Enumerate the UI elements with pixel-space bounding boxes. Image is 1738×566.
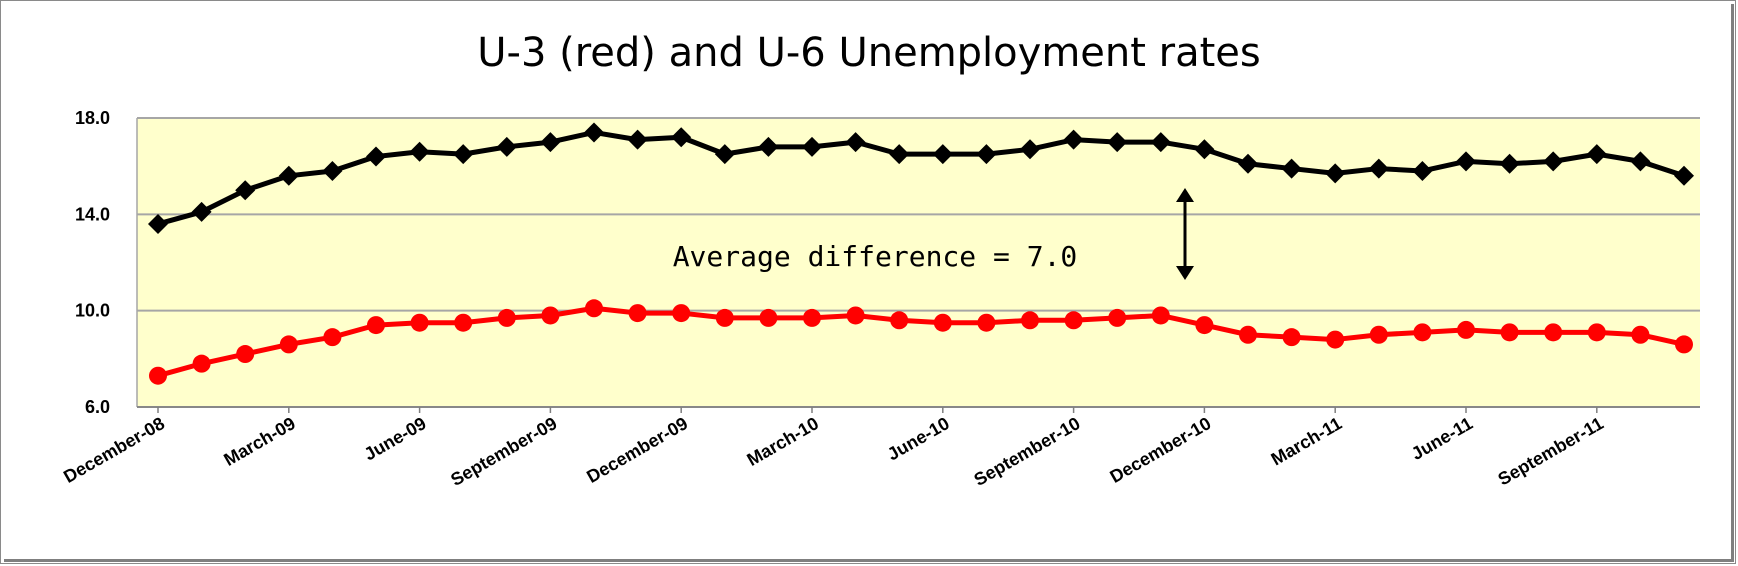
series-0-point [1630, 151, 1651, 172]
series-0-point [1150, 132, 1171, 153]
series-0-point [1674, 165, 1694, 186]
series-1-point [1326, 330, 1345, 349]
series-0-point [322, 160, 343, 181]
series-0-point [1368, 158, 1389, 179]
series-1-point [367, 316, 385, 335]
series-0-point [1499, 153, 1520, 174]
series-0-point [366, 146, 386, 167]
average-difference-annotation: Average difference = 7.0 [673, 240, 1078, 273]
series-0-point [540, 132, 561, 153]
difference-arrow-head-up [1176, 188, 1194, 202]
series-0-point [453, 144, 474, 165]
series-0-point [1238, 153, 1258, 174]
series-1-point [541, 306, 560, 325]
series-1-point [977, 313, 996, 332]
x-tick-label: June-09 [361, 413, 430, 464]
x-tick-label: December-08 [60, 413, 168, 487]
x-tick-label: March-09 [220, 413, 298, 470]
x-tick-label: March-11 [1268, 413, 1346, 469]
series-1-point [1151, 306, 1170, 325]
series-0-point [845, 132, 866, 153]
y-tick-label: 14.0 [75, 204, 110, 224]
series-0-point [1586, 144, 1607, 165]
x-tick-label: September-09 [447, 413, 560, 490]
series-1-point [497, 308, 516, 327]
series-1-point [933, 313, 952, 332]
series-0-point [802, 136, 822, 157]
series-1-point [1064, 311, 1083, 330]
series-1-point [672, 304, 691, 323]
series-0-point [1325, 163, 1346, 184]
series-1-point [715, 308, 734, 327]
annotation-group: Average difference = 7.0 [673, 188, 1194, 280]
series-1-point [585, 299, 603, 318]
series-0-point [235, 180, 256, 201]
series-1-point [323, 328, 342, 347]
series-0-point [627, 129, 648, 150]
series-1-point [628, 304, 647, 323]
series-1-point [1021, 311, 1039, 330]
y-tick-label: 6.0 [85, 397, 110, 417]
difference-arrow-head-down [1176, 266, 1194, 280]
x-tick-label: June-11 [1408, 413, 1476, 464]
series-1-point [759, 308, 778, 327]
x-tick-label: September-11 [1495, 413, 1607, 489]
series-0-point [932, 144, 953, 165]
series-0-point [1194, 139, 1215, 160]
chart-title: U-3 (red) and U-6 Unemployment rates [477, 30, 1260, 76]
x-tick-label: March-10 [744, 413, 822, 470]
series-1-point [890, 311, 909, 330]
series-0-point [1020, 139, 1040, 160]
series-1-point [1544, 323, 1563, 342]
series-0-point [584, 122, 604, 143]
x-tick-label: December-09 [583, 413, 691, 487]
series-group [148, 122, 1694, 385]
series-1-point [1631, 325, 1650, 344]
series-1-point [454, 313, 473, 332]
x-tick-label: September-10 [970, 413, 1083, 490]
series-0-point [889, 144, 910, 165]
series-0-point [1412, 160, 1433, 181]
series-0-point [758, 136, 779, 157]
series-1-point [236, 345, 255, 364]
series-1-point [1675, 335, 1693, 354]
series-1-point [192, 354, 211, 373]
series-0-point [714, 144, 735, 165]
chart-frame-shadow [4, 4, 1734, 562]
x-tick-label: December-10 [1106, 413, 1214, 487]
series-0-point [191, 201, 212, 222]
y-tick-label: 10.0 [75, 301, 110, 321]
series-0-point [1281, 158, 1302, 179]
series-0-point [1063, 129, 1084, 150]
y-axis: 6.0 10.0 14.0 18.0 [75, 108, 138, 417]
series-1-point [1369, 325, 1388, 344]
series-0-point [496, 136, 517, 157]
series-1-point [846, 306, 865, 325]
x-tick-label: June-10 [884, 413, 953, 464]
series-1-point [1587, 323, 1606, 342]
series-1-point [1108, 308, 1127, 327]
series-1-point [1500, 323, 1519, 342]
series-1-point [1413, 323, 1432, 342]
series-0-point [1543, 151, 1564, 172]
series-0-point [278, 165, 299, 186]
series-1-point [803, 308, 821, 327]
series-1-point [1282, 328, 1301, 347]
series-1-point [410, 313, 429, 332]
series-1-point [1195, 316, 1214, 335]
series-0-point [148, 213, 168, 234]
y-tick-label: 18.0 [75, 108, 110, 128]
series-0-point [976, 144, 997, 165]
x-axis: December-08 March-09 June-09 September-09 De… [60, 406, 1700, 490]
series-0-point [1107, 132, 1128, 153]
series-1-point [1457, 320, 1475, 339]
series-1-point [149, 366, 167, 385]
series-0-point [1456, 151, 1476, 172]
series-0-point [671, 127, 692, 148]
series-1-point [1239, 325, 1257, 344]
series-0-point [409, 141, 430, 162]
series-1-point [279, 335, 298, 354]
